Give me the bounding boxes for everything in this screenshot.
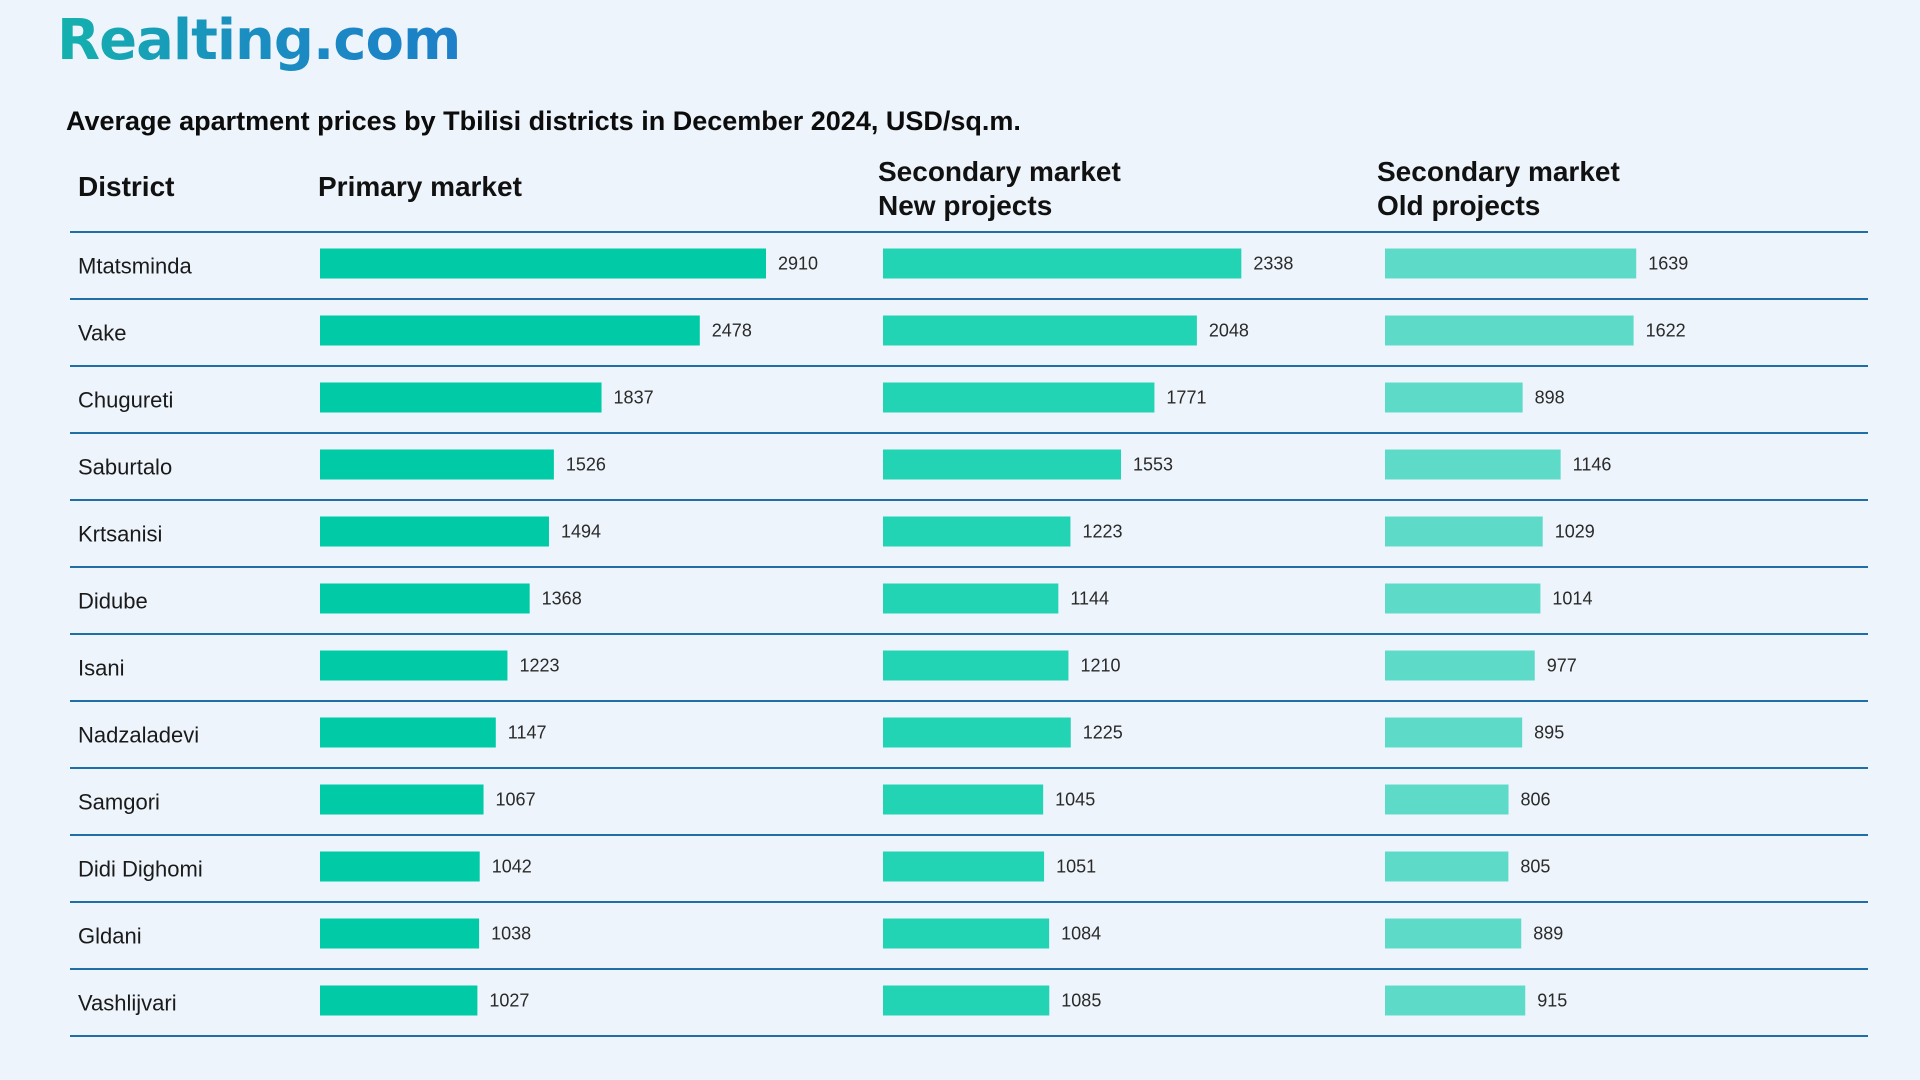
- bar-sec-old: [1385, 851, 1509, 882]
- bar-sec-old: [1385, 650, 1535, 681]
- value-label-sec-new: 1084: [1061, 924, 1101, 944]
- district-label: Gldani: [78, 924, 142, 949]
- bar-sec-old: [1385, 784, 1509, 815]
- value-label-sec-new: 1144: [1070, 589, 1109, 609]
- bar-primary: [320, 449, 554, 480]
- bar-primary: [320, 851, 480, 882]
- value-label-sec-old: 1639: [1648, 254, 1688, 274]
- district-label: Saburtalo: [78, 455, 172, 480]
- value-label-sec-old: 806: [1521, 790, 1551, 810]
- value-label-sec-old: 1029: [1555, 522, 1595, 542]
- bar-sec-old: [1385, 382, 1523, 413]
- district-label: Samgori: [78, 790, 160, 815]
- bar-primary: [320, 516, 549, 547]
- value-label-sec-new: 1223: [1082, 522, 1122, 542]
- value-label-sec-new: 2048: [1209, 321, 1249, 341]
- value-label-primary: 1223: [519, 656, 559, 676]
- bar-primary: [320, 650, 508, 681]
- value-label-primary: 1042: [492, 857, 532, 877]
- realting-logo[interactable]: Realting.com: [57, 8, 461, 73]
- value-label-sec-new: 1225: [1083, 723, 1123, 743]
- bar-sec-new: [883, 382, 1155, 413]
- bar-sec-new: [883, 650, 1069, 681]
- value-label-sec-new: 1553: [1133, 455, 1173, 475]
- bar-sec-new: [883, 985, 1050, 1016]
- secondary-new-header-line2: New projects: [878, 190, 1053, 221]
- district-label: Nadzaladevi: [78, 723, 199, 748]
- value-label-sec-old: 889: [1533, 924, 1563, 944]
- value-label-primary: 1526: [566, 455, 606, 475]
- value-label-sec-new: 1210: [1080, 656, 1120, 676]
- bar-sec-new: [883, 248, 1242, 279]
- value-label-primary: 1494: [561, 522, 601, 542]
- value-label-primary: 1837: [614, 388, 654, 408]
- bar-sec-old: [1385, 248, 1637, 279]
- bar-primary: [320, 583, 530, 614]
- bar-sec-old: [1385, 516, 1543, 547]
- value-label-sec-old: 805: [1520, 857, 1550, 877]
- value-label-primary: 2478: [712, 321, 752, 341]
- value-label-sec-old: 898: [1535, 388, 1565, 408]
- value-label-primary: 1147: [508, 723, 547, 743]
- value-label-sec-new: 2338: [1253, 254, 1293, 274]
- value-label-sec-new: 1085: [1061, 991, 1101, 1011]
- bar-sec-new: [883, 315, 1197, 346]
- secondary-old-header: Secondary market Old projects: [1377, 155, 1620, 223]
- district-header-label: District: [78, 171, 175, 202]
- bar-sec-new: [883, 516, 1071, 547]
- bar-sec-old: [1385, 315, 1634, 346]
- bar-sec-old: [1385, 449, 1561, 480]
- value-label-sec-new: 1771: [1166, 388, 1206, 408]
- bar-primary: [320, 382, 602, 413]
- bar-sec-new: [883, 717, 1071, 748]
- bar-sec-old: [1385, 918, 1522, 949]
- value-label-sec-new: 1045: [1055, 790, 1095, 810]
- district-header: District: [78, 170, 174, 204]
- primary-market-header-label: Primary market: [318, 171, 522, 202]
- district-label: Vake: [78, 321, 127, 346]
- district-label: Didi Dighomi: [78, 857, 203, 882]
- value-label-sec-new: 1051: [1056, 857, 1096, 877]
- primary-market-header: Primary market: [318, 170, 522, 204]
- bar-primary: [320, 985, 478, 1016]
- bar-primary: [320, 784, 484, 815]
- value-label-primary: 1368: [542, 589, 582, 609]
- secondary-old-header-line1: Secondary market: [1377, 156, 1620, 187]
- secondary-old-header-line2: Old projects: [1377, 190, 1541, 221]
- district-label: Krtsanisi: [78, 522, 162, 547]
- district-label: Chugureti: [78, 388, 173, 413]
- bar-primary: [320, 315, 700, 346]
- bar-primary: [320, 918, 480, 949]
- chart-title: Average apartment prices by Tbilisi dist…: [66, 106, 1021, 136]
- bar-sec-old: [1385, 583, 1541, 614]
- bar-sec-new: [883, 449, 1122, 480]
- value-label-primary: 1038: [491, 924, 531, 944]
- bar-sec-old: [1385, 985, 1526, 1016]
- bar-primary: [320, 248, 766, 279]
- value-label-primary: 1067: [496, 790, 536, 810]
- value-label-sec-old: 895: [1534, 723, 1564, 743]
- value-label-sec-old: 1146: [1573, 455, 1612, 475]
- district-label: Didube: [78, 589, 148, 614]
- secondary-new-header: Secondary market New projects: [878, 155, 1121, 223]
- value-label-primary: 1027: [489, 991, 529, 1011]
- bar-sec-new: [883, 918, 1050, 949]
- value-label-sec-old: 915: [1537, 991, 1567, 1011]
- bar-sec-new: [883, 851, 1045, 882]
- bar-sec-new: [883, 583, 1059, 614]
- district-label: Isani: [78, 656, 124, 681]
- value-label-sec-old: 1014: [1552, 589, 1592, 609]
- district-label: Mtatsminda: [78, 254, 192, 279]
- secondary-new-header-line1: Secondary market: [878, 156, 1121, 187]
- bar-primary: [320, 717, 496, 748]
- district-label: Vashlijvari: [78, 991, 177, 1016]
- value-label-primary: 2910: [778, 254, 818, 274]
- bar-sec-new: [883, 784, 1044, 815]
- value-label-sec-old: 1622: [1646, 321, 1686, 341]
- bar-sec-old: [1385, 717, 1523, 748]
- value-label-sec-old: 977: [1547, 656, 1577, 676]
